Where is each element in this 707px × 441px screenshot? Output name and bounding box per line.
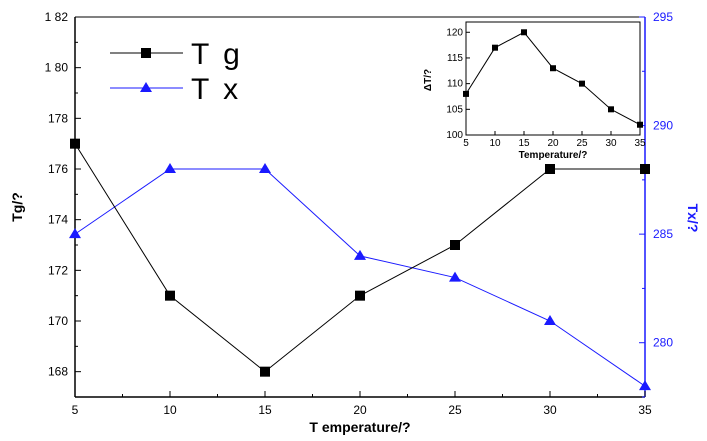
inset-series-point xyxy=(579,80,585,87)
y2-tick-label: 285 xyxy=(653,227,673,241)
x-tick-label: 35 xyxy=(638,403,652,417)
series-1-point xyxy=(69,228,81,239)
inset-y-tick-label: 100 xyxy=(446,130,463,141)
inset-y-tick-label: 120 xyxy=(446,27,463,38)
y-axis-title: Tg/? xyxy=(9,192,25,222)
series-0-point xyxy=(545,164,555,174)
legend-label: T g xyxy=(191,38,243,71)
x-tick-label: 30 xyxy=(543,403,557,417)
inset-y-axis-title: ΔT/? xyxy=(423,69,434,91)
y-tick-label: 1 80 xyxy=(45,61,69,75)
inset-x-axis-title: Temperature/? xyxy=(519,150,588,161)
series-0-point xyxy=(355,290,365,301)
series-1-point xyxy=(164,163,176,173)
x-tick-label: 15 xyxy=(258,403,272,417)
x-tick-label: 20 xyxy=(353,403,367,417)
y-tick-label: 178 xyxy=(48,111,68,125)
series-1-point xyxy=(259,163,271,173)
inset-series-point xyxy=(637,121,643,128)
series-1-point xyxy=(449,271,461,282)
y-tick-label: 174 xyxy=(48,213,68,227)
inset-series-point xyxy=(550,65,556,72)
inset-y-tick-label: 105 xyxy=(446,104,463,115)
inset-x-tick-label: 20 xyxy=(547,138,559,149)
inset-x-tick-label: 25 xyxy=(576,138,588,149)
y-tick-label: 168 xyxy=(48,365,68,379)
y-tick-label: 170 xyxy=(48,314,68,328)
y-tick-label: 172 xyxy=(48,263,68,277)
inset-series-point xyxy=(463,90,469,97)
x-tick-label: 10 xyxy=(163,403,177,417)
inset-x-tick-label: 5 xyxy=(463,138,469,149)
series-1-point xyxy=(354,249,366,260)
series-0-point xyxy=(450,240,460,250)
inset-series-point xyxy=(608,106,614,113)
inset-series-point xyxy=(521,29,527,36)
inset-x-tick-label: 30 xyxy=(605,138,617,149)
series-0-point xyxy=(640,164,650,174)
series-line-1 xyxy=(74,168,646,387)
series-0-point xyxy=(70,138,80,149)
legend-marker xyxy=(140,82,152,92)
x-tick-label: 5 xyxy=(72,403,79,417)
inset-y-tick-label: 115 xyxy=(447,53,463,64)
series-1-point xyxy=(544,315,556,325)
y-tick-label: 1 82 xyxy=(45,10,69,24)
y2-axis-title: Tx/? xyxy=(685,204,701,233)
inset-x-tick-label: 10 xyxy=(489,138,501,149)
x-tick-label: 25 xyxy=(448,403,462,417)
legend-marker xyxy=(141,48,151,58)
y2-tick-label: 280 xyxy=(653,336,673,350)
series-0-point xyxy=(165,290,175,301)
inset-x-tick-label: 15 xyxy=(518,138,530,149)
legend-label: T x xyxy=(191,73,241,106)
series-0-point xyxy=(260,366,270,377)
inset-y-tick-label: 110 xyxy=(447,79,463,90)
x-axis-title: T emperature/? xyxy=(309,419,410,435)
inset-x-tick-label: 35 xyxy=(634,138,646,149)
inset-series-point xyxy=(492,44,498,51)
y-tick-label: 176 xyxy=(48,162,68,176)
y2-tick-label: 290 xyxy=(653,119,673,133)
inset-frame xyxy=(465,21,641,136)
series-1-point xyxy=(639,380,651,391)
y2-tick-label: 295 xyxy=(653,10,673,24)
